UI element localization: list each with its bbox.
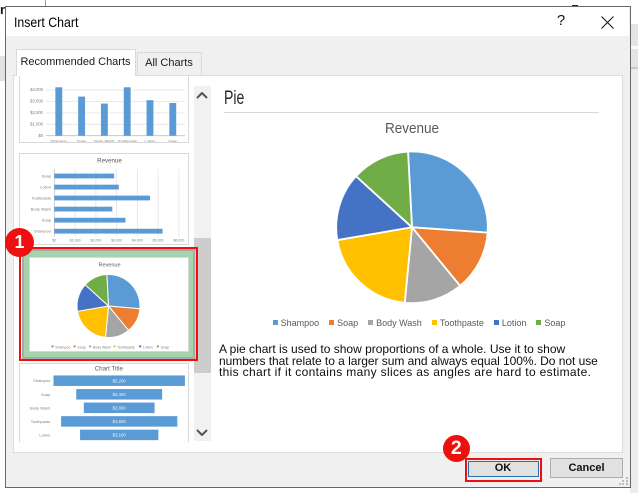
svg-text:Soap: Soap xyxy=(41,218,51,223)
svg-text:$3,000: $3,000 xyxy=(111,239,122,243)
svg-text:Soap: Soap xyxy=(168,138,178,142)
svg-text:Revenue: Revenue xyxy=(98,262,120,268)
svg-text:$3,400: $3,400 xyxy=(112,392,126,397)
svg-text:Soap: Soap xyxy=(76,138,86,142)
svg-text:Soap: Soap xyxy=(41,174,51,179)
svg-text:$3,000: $3,000 xyxy=(30,98,43,103)
svg-text:$4,600: $4,600 xyxy=(112,419,126,424)
svg-text:$5,200: $5,200 xyxy=(112,378,126,383)
svg-text:Shampoo: Shampoo xyxy=(55,345,70,349)
svg-text:$4,000: $4,000 xyxy=(30,87,43,92)
svg-text:$0: $0 xyxy=(38,132,43,137)
svg-text:Body Wash: Body Wash xyxy=(29,405,49,410)
svg-text:Chart Title: Chart Title xyxy=(94,366,123,373)
svg-text:Shampoo: Shampoo xyxy=(33,229,51,234)
svg-text:Shampoo: Shampoo xyxy=(50,138,68,142)
svg-text:Toothpaste: Toothpaste xyxy=(30,419,50,424)
svg-text:Soap: Soap xyxy=(77,345,85,349)
svg-text:$0: $0 xyxy=(52,239,56,243)
svg-text:$1,000: $1,000 xyxy=(30,121,43,126)
svg-text:$3,100: $3,100 xyxy=(112,432,126,437)
svg-text:Toothpaste: Toothpaste xyxy=(117,138,137,142)
svg-text:Lotion: Lotion xyxy=(40,185,51,190)
svg-text:Lotion: Lotion xyxy=(39,432,50,437)
svg-text:Body Wash: Body Wash xyxy=(30,207,50,212)
svg-text:$2,000: $2,000 xyxy=(90,239,101,243)
svg-text:$6,000: $6,000 xyxy=(173,239,184,243)
svg-text:Shampoo: Shampoo xyxy=(33,378,51,383)
svg-text:Lotion: Lotion xyxy=(144,138,155,142)
svg-text:Body Wash: Body Wash xyxy=(93,345,111,349)
svg-text:$2,000: $2,000 xyxy=(30,110,43,115)
svg-text:Toothpaste: Toothpaste xyxy=(117,345,135,349)
svg-text:Soap: Soap xyxy=(161,345,169,349)
svg-text:Body Wash: Body Wash xyxy=(94,138,114,142)
svg-text:$1,000: $1,000 xyxy=(69,239,80,243)
svg-text:Soap: Soap xyxy=(40,392,50,397)
svg-text:Revenue: Revenue xyxy=(97,158,122,165)
svg-text:Toothpaste: Toothpaste xyxy=(31,196,51,201)
svg-text:$5,000: $5,000 xyxy=(152,239,163,243)
svg-text:Lotion: Lotion xyxy=(143,345,153,349)
svg-text:$2,800: $2,800 xyxy=(112,405,126,410)
svg-text:$4,000: $4,000 xyxy=(131,239,142,243)
